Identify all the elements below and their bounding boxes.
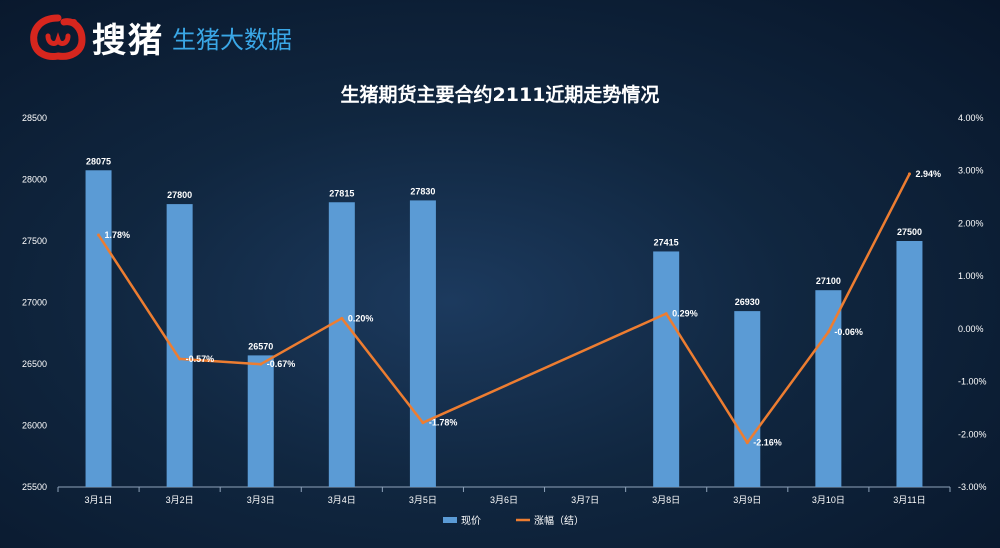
bar-labels: 28075 27800 26570 27815 27830 27415 26930 27100… — [86, 156, 922, 351]
x-tick-label: 3月8日 — [652, 495, 680, 505]
left-axis-ticks: 25500 26000 26500 27000 27500 28000 28500 — [22, 113, 47, 492]
bar-value-label: 27500 — [897, 227, 922, 237]
line-path — [97, 173, 911, 444]
bar-value-label: 27800 — [167, 190, 192, 200]
line-point — [97, 233, 101, 237]
bar-value-label: 27100 — [816, 276, 841, 286]
line-point — [259, 362, 263, 366]
line-value-label: 2.94% — [915, 169, 941, 179]
bar — [85, 170, 112, 487]
x-tick-label: 3月3日 — [247, 495, 275, 505]
line-value-label: 1.78% — [105, 230, 131, 240]
logo-brand-text: 搜猪 — [92, 20, 164, 61]
chart-title: 生猪期货主要合约2111近期走势情况 — [340, 84, 660, 106]
bar-value-label: 28075 — [86, 156, 111, 166]
line-point — [178, 357, 182, 361]
y-left-tick-label: 26500 — [22, 359, 47, 369]
bar-series — [85, 170, 923, 487]
x-tick-label: 3月11日 — [893, 495, 925, 505]
y-left-tick-label: 28000 — [22, 175, 47, 185]
bar — [409, 200, 436, 487]
x-tick-label: 3月9日 — [733, 495, 761, 505]
bar-value-label: 26570 — [248, 341, 273, 351]
legend: 现价 涨幅（结） — [443, 514, 584, 527]
line-value-label: 0.29% — [672, 309, 698, 319]
y-right-tick-label: -2.00% — [958, 429, 987, 439]
bar — [653, 251, 680, 487]
bar — [328, 202, 355, 487]
pig-logo-icon — [30, 14, 86, 60]
line-labels: 1.78% -0.57% -0.67% 0.20% -1.78% 0.29% -2.16% -… — [105, 169, 941, 448]
line-value-label: 0.20% — [348, 313, 374, 323]
x-tick-label: 3月1日 — [85, 495, 113, 505]
y-right-tick-label: 0.00% — [958, 324, 984, 334]
line-value-label: -1.78% — [429, 418, 458, 428]
y-right-tick-label: 4.00% — [958, 113, 984, 123]
logo-subtitle: 生猪大数据 — [172, 25, 292, 54]
bar-value-label: 26930 — [735, 297, 760, 307]
bar-value-label: 27415 — [654, 237, 679, 247]
legend-label-line: 涨幅（结） — [534, 514, 584, 527]
right-axis-ticks: -3.00% -2.00% -1.00% 0.00% 1.00% 2.00% 3.00% 4.… — [958, 113, 987, 492]
line-value-label: -0.67% — [267, 359, 296, 369]
line-point — [826, 330, 830, 334]
logo: 搜猪 生猪大数据 — [28, 12, 292, 62]
bar — [247, 355, 274, 487]
bar-value-label: 27830 — [410, 186, 435, 196]
line-point — [907, 172, 911, 176]
y-right-tick-label: 2.00% — [958, 218, 984, 228]
y-left-tick-label: 27000 — [22, 298, 47, 308]
y-right-tick-label: -3.00% — [958, 482, 987, 492]
x-tick-label: 3月7日 — [571, 495, 599, 505]
y-right-tick-label: 3.00% — [958, 166, 984, 176]
bar — [734, 311, 761, 487]
bar — [815, 290, 842, 487]
line-value-label: -2.16% — [753, 438, 782, 448]
line-point — [421, 421, 425, 425]
x-tick-label: 3月2日 — [166, 495, 194, 505]
x-tick-label: 3月4日 — [328, 495, 356, 505]
y-left-tick-label: 25500 — [22, 482, 47, 492]
line-point — [745, 441, 749, 445]
legend-swatch-bar — [443, 517, 457, 523]
x-axis-ticks: 3月1日 3月2日 3月3日 3月4日 3月5日 3月6日 3月7日 3月8日 3月9日 3月10… — [57, 487, 951, 505]
line-value-label: -0.06% — [834, 327, 863, 337]
y-left-tick-label: 28500 — [22, 113, 47, 123]
x-tick-label: 3月6日 — [490, 495, 518, 505]
x-tick-label: 3月10日 — [812, 495, 845, 505]
x-tick-label: 3月5日 — [409, 495, 437, 505]
line-point — [664, 312, 668, 316]
bar — [896, 241, 923, 487]
line-series — [97, 172, 911, 445]
bar-value-label: 27815 — [329, 188, 354, 198]
line-value-label: -0.57% — [186, 354, 215, 364]
y-left-tick-label: 27500 — [22, 236, 47, 246]
y-right-tick-label: 1.00% — [958, 271, 984, 281]
y-right-tick-label: -1.00% — [958, 377, 987, 387]
line-point — [340, 316, 344, 320]
legend-label-bar: 现价 — [461, 515, 481, 527]
y-left-tick-label: 26000 — [22, 421, 47, 431]
